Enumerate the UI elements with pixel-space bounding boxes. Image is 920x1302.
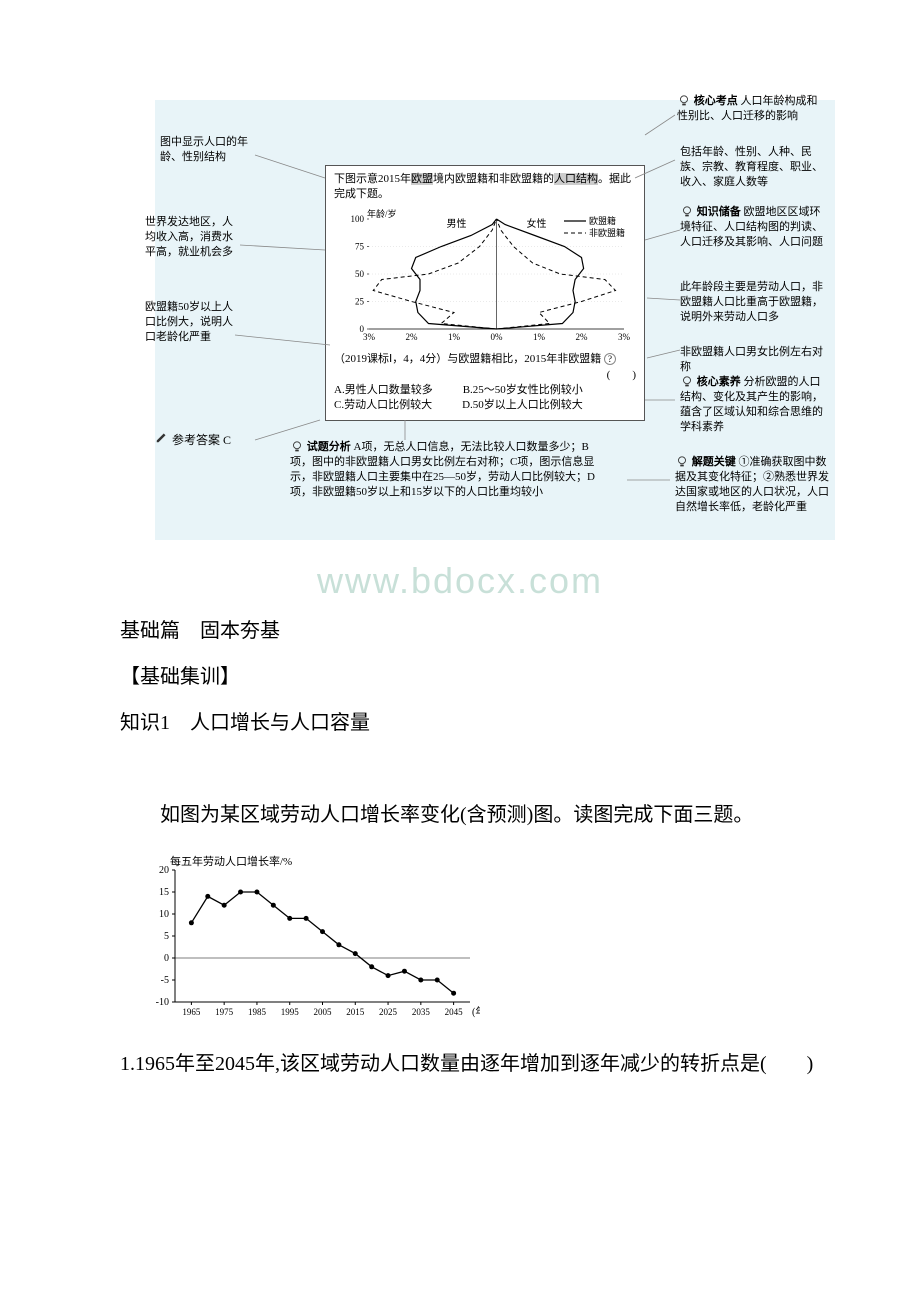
note-core-literacy: 核心素养 分析欧盟的人口结构、变化及其产生的影响，蕴含了区域认知和综合思维的学科… (680, 375, 830, 434)
note-right-1: 包括年龄、性别、人种、民族、宗教、教育程度、职业、收入、家庭人数等 (680, 145, 830, 190)
svg-text:5: 5 (164, 931, 169, 942)
question-source: （2019课标Ⅰ，4，4分）与欧盟籍相比，2015年非欧盟籍 ? (334, 352, 636, 367)
lead-text: 如图为某区域劳动人口增长率变化(含预测)图。读图完成下面三题。 (80, 796, 840, 834)
svg-text:2005: 2005 (314, 1007, 333, 1017)
option-c: C.劳动人口比例较大 (334, 398, 432, 413)
svg-text:2025: 2025 (379, 1007, 398, 1017)
svg-text:2%: 2% (406, 332, 419, 342)
svg-text:1995: 1995 (281, 1007, 300, 1017)
note-right-2: 知识储备 欧盟地区区域环境特征、人口结构图的判读、人口迁移及其影响、人口问题 (680, 205, 830, 250)
note-analysis: 试题分析 A项，无总人口信息，无法比较人口数量多少；B项，图中的非欧盟籍人口男女… (290, 440, 610, 499)
svg-text:1%: 1% (533, 332, 546, 342)
heading-topic: 知识1 人口增长与人口容量 (80, 704, 840, 742)
svg-text:100: 100 (351, 214, 365, 224)
svg-text:10: 10 (159, 909, 169, 920)
svg-text:25: 25 (355, 296, 365, 306)
svg-text:非欧盟籍: 非欧盟籍 (589, 227, 625, 238)
svg-text:年龄/岁: 年龄/岁 (367, 208, 397, 219)
svg-text:1%: 1% (448, 332, 461, 342)
stem-intro: 下图示意2015年欧盟境内欧盟籍和非欧盟籍的人口结构。据此完成下题。 (334, 172, 636, 203)
analysis-diagram: 下图示意2015年欧盟境内欧盟籍和非欧盟籍的人口结构。据此完成下题。 02550… (155, 100, 835, 540)
note-left-1: 图中显示人口的年龄、性别结构 (160, 135, 250, 165)
pencil-icon (155, 430, 169, 444)
svg-text:欧盟籍: 欧盟籍 (589, 215, 616, 226)
svg-text:-10: -10 (156, 997, 169, 1008)
labor-growth-chart: -10 -5 0 5 10 15 20 1965 1975 1985 1995 2005 2015 202… (140, 852, 480, 1022)
question-stem-box: 下图示意2015年欧盟境内欧盟籍和非欧盟籍的人口结构。据此完成下题。 02550… (325, 165, 645, 421)
note-right-3: 此年龄段主要是劳动人口，非欧盟籍人口比重高于欧盟籍，说明外来劳动人口多 (680, 280, 830, 325)
heading-train: 【基础集训】 (80, 658, 840, 696)
svg-text:3%: 3% (618, 332, 631, 342)
svg-text:1965: 1965 (182, 1007, 201, 1017)
svg-text:(年): (年) (472, 1005, 480, 1018)
svg-text:2035: 2035 (412, 1007, 431, 1017)
svg-text:男性: 男性 (447, 217, 467, 230)
question-1: 1.1965年至2045年,该区域劳动人口数量由逐年增加到逐年减少的转折点是( … (80, 1045, 840, 1083)
svg-text:20: 20 (159, 865, 169, 876)
note-left-2: 世界发达地区，人均收入高，消费水平高，就业机会多 (145, 215, 240, 260)
svg-text:2015: 2015 (346, 1007, 365, 1017)
body-text: 基础篇 固本夯基 【基础集训】 知识1 人口增长与人口容量 如图为某区域劳动人口… (80, 612, 840, 1083)
option-d: D.50岁以上人口比例较大 (462, 398, 583, 413)
svg-text:1975: 1975 (215, 1007, 234, 1017)
heading-basic: 基础篇 固本夯基 (80, 612, 840, 650)
svg-text:2%: 2% (576, 332, 589, 342)
options-row-1: A.男性人口数量较多 B.25～50岁女性比例较小 (334, 383, 636, 398)
note-core-exam: 核心考点 人口年龄构成和性别比、人口迁移的影响 (677, 94, 827, 124)
option-a: A.男性人口数量较多 (334, 383, 433, 398)
svg-text:每五年劳动人口增长率/%: 每五年劳动人口增长率/% (170, 854, 292, 868)
svg-text:1985: 1985 (248, 1007, 267, 1017)
option-b: B.25～50岁女性比例较小 (463, 383, 583, 398)
answer-blank: ( ) (334, 368, 636, 383)
answer-ref: 参考答案 C (155, 430, 231, 449)
watermark: www.bdocx.com (80, 560, 840, 602)
svg-text:3%: 3% (363, 332, 376, 342)
svg-text:75: 75 (355, 241, 365, 251)
svg-text:0%: 0% (491, 332, 504, 342)
svg-text:女性: 女性 (527, 217, 547, 230)
svg-text:-5: -5 (161, 975, 169, 986)
note-right-4: 非欧盟籍人口男女比例左右对称 (680, 345, 830, 375)
svg-text:15: 15 (159, 887, 169, 898)
note-key: 解题关键 ①准确获取图中数据及其变化特征；②熟悉世界发达国家或地区的人口状况，人… (675, 455, 830, 514)
population-pyramid-chart: 02550751003%2%1%0%1%2%3%年龄/岁男性女性欧盟籍非欧盟籍 (334, 207, 634, 347)
note-left-3: 欧盟籍50岁以上人口比例大，说明人口老龄化严重 (145, 300, 240, 345)
svg-text:50: 50 (355, 269, 365, 279)
svg-text:0: 0 (164, 953, 169, 964)
svg-text:2045: 2045 (445, 1007, 464, 1017)
options-row-2: C.劳动人口比例较大 D.50岁以上人口比例较大 (334, 398, 636, 413)
